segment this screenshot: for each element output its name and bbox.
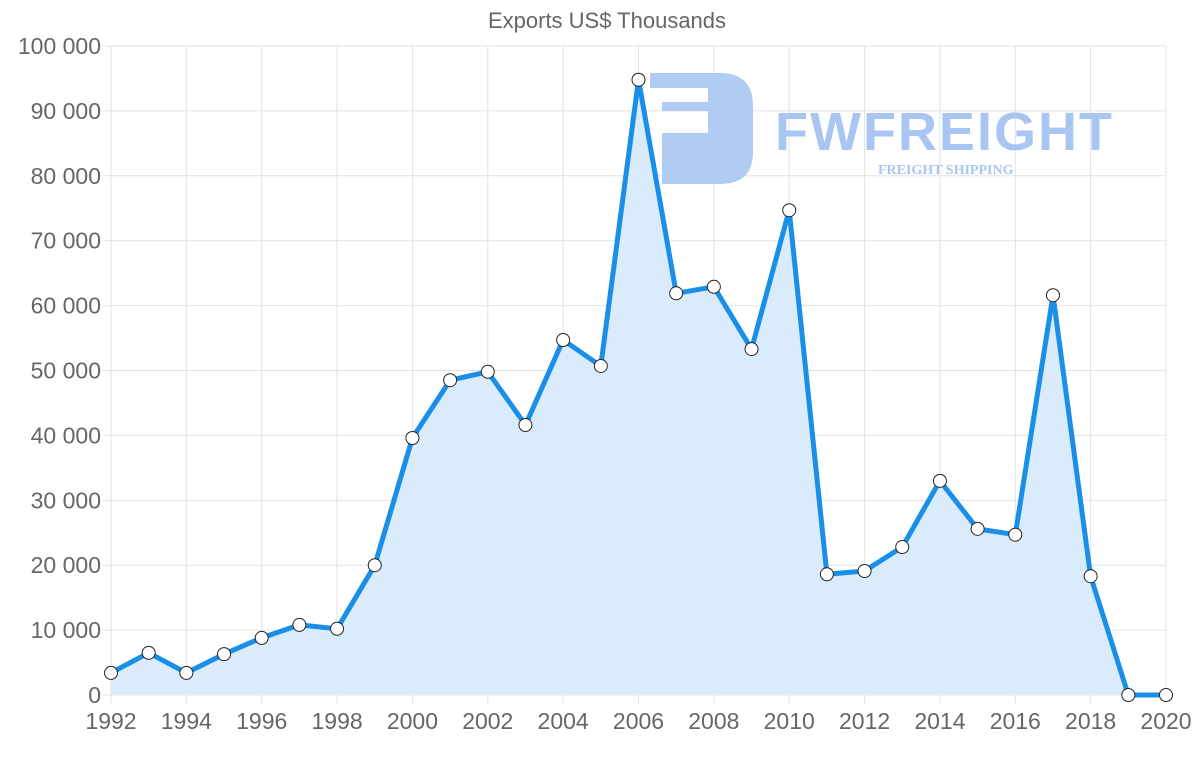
data-point-marker [443, 373, 458, 388]
y-tick-label: 0 [88, 682, 101, 708]
x-tick-label: 2018 [1065, 708, 1116, 734]
data-point-marker [706, 279, 721, 294]
x-tick-label: 2014 [914, 708, 965, 734]
x-tick-label: 2006 [613, 708, 664, 734]
data-point-marker [895, 540, 910, 555]
data-point-marker [1045, 288, 1060, 303]
data-point-marker [744, 342, 759, 357]
fw-logo-mark-icon [650, 73, 753, 184]
data-point-marker [330, 621, 345, 636]
y-tick-label: 60 000 [31, 293, 101, 319]
y-axis: 0 10 000 20 000 30 000 40 000 50 000 60 000 70 … [18, 33, 101, 708]
data-point-marker [1159, 688, 1173, 702]
y-tick-label: 30 000 [31, 487, 101, 513]
y-tick-label: 70 000 [31, 228, 101, 254]
y-tick-label: 90 000 [31, 98, 101, 124]
data-point-marker [1121, 688, 1136, 702]
data-point-marker [217, 647, 232, 662]
x-tick-label: 2020 [1140, 708, 1191, 734]
brand-name: FWFREIGHT [775, 102, 1114, 162]
data-point-marker [932, 473, 947, 488]
x-tick-label: 2008 [688, 708, 739, 734]
y-tick-label: 10 000 [31, 617, 101, 643]
data-point-marker [405, 430, 420, 445]
data-point-marker [480, 364, 495, 379]
data-point-marker [819, 567, 834, 582]
x-tick-label: 2010 [764, 708, 815, 734]
data-point-marker [518, 418, 533, 433]
x-tick-label: 2004 [538, 708, 589, 734]
y-tick-label: 80 000 [31, 163, 101, 189]
chart-title: Exports US$ Thousands [487, 8, 727, 33]
x-tick-label: 2016 [990, 708, 1041, 734]
x-tick-label: 1992 [85, 708, 136, 734]
data-point-marker [593, 358, 608, 373]
data-point-marker [1083, 569, 1098, 584]
y-tick-label: 40 000 [31, 422, 101, 448]
data-point-marker [782, 203, 797, 218]
data-point-marker [141, 645, 156, 660]
data-point-marker [970, 521, 985, 536]
x-tick-label: 1994 [161, 708, 212, 734]
data-point-marker [556, 332, 571, 347]
x-tick-label: 1996 [236, 708, 287, 734]
data-point-marker [669, 286, 684, 301]
y-tick-label: 50 000 [31, 358, 101, 384]
x-tick-label: 2000 [387, 708, 438, 734]
x-tick-label: 2002 [462, 708, 513, 734]
brand-tagline: FREIGHT SHIPPING [878, 163, 1014, 178]
data-point-marker [1008, 527, 1023, 542]
y-tick-label: 20 000 [31, 552, 101, 578]
data-point-marker [292, 617, 307, 632]
exports-series [104, 72, 1173, 702]
x-axis: 1992 1994 1996 1998 2000 2002 2004 2006 2008 2010… [85, 708, 1191, 734]
area-fill [111, 79, 1166, 695]
x-tick-label: 1998 [311, 708, 362, 734]
data-point-marker [104, 665, 118, 680]
data-point-marker [254, 630, 269, 645]
data-point-marker [367, 558, 382, 573]
data-point-marker [179, 665, 194, 680]
x-tick-label: 2012 [839, 708, 890, 734]
data-point-marker [857, 564, 872, 579]
data-point-marker [631, 72, 646, 87]
y-tick-label: 100 000 [18, 33, 101, 59]
